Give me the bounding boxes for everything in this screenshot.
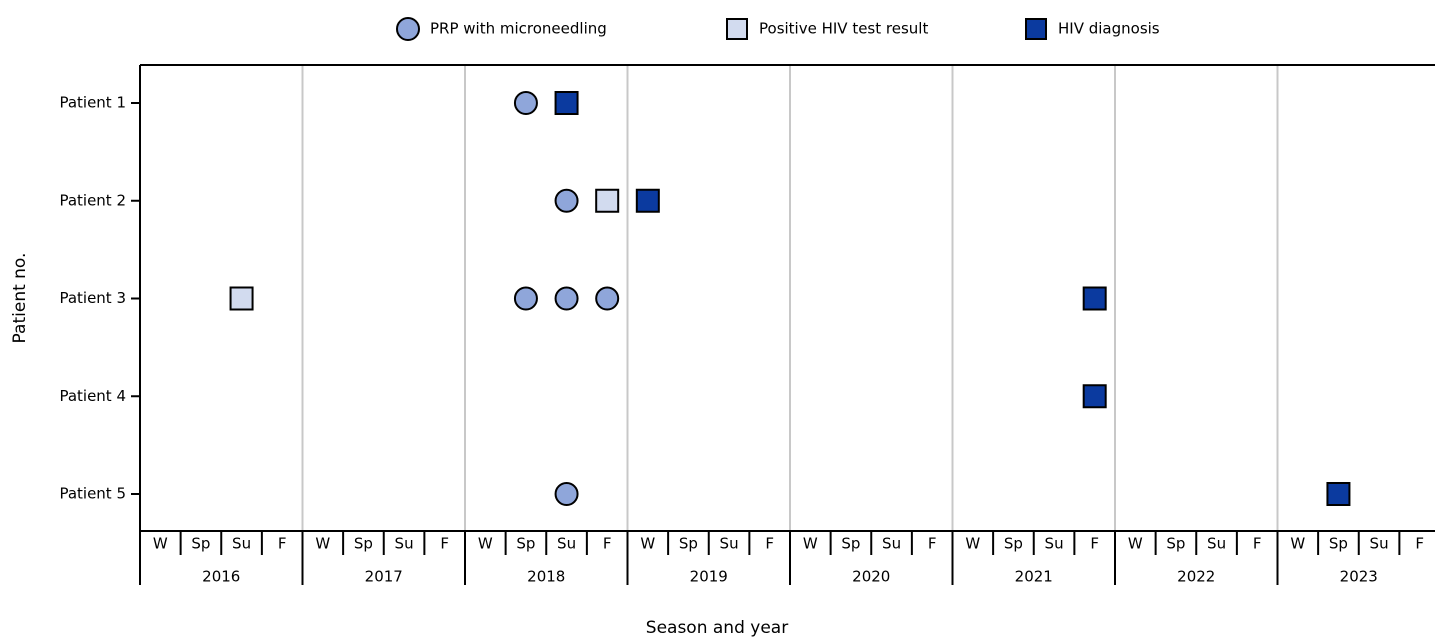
year-label: 2023 <box>1340 568 1378 586</box>
y-axis-title: Patient no. <box>10 253 30 344</box>
event-marker <box>513 286 538 311</box>
season-label: Sp <box>516 535 535 553</box>
season-label: Su <box>882 535 901 553</box>
season-label: Sp <box>1166 535 1185 553</box>
year-label: 2018 <box>527 568 565 586</box>
season-label: F <box>1415 535 1424 553</box>
event-marker <box>554 286 579 311</box>
event-marker <box>635 188 660 213</box>
season-label: W <box>478 535 493 553</box>
season-label: F <box>278 535 287 553</box>
event-marker <box>554 188 579 213</box>
season-label: W <box>153 535 168 553</box>
year-label: 2021 <box>1015 568 1053 586</box>
season-label: Sp <box>354 535 373 553</box>
legend-swatch <box>1025 18 1047 40</box>
season-label: F <box>1090 535 1099 553</box>
year-label: 2016 <box>202 568 240 586</box>
event-marker <box>513 91 538 115</box>
season-label: Su <box>1045 535 1064 553</box>
season-label: F <box>928 535 937 553</box>
season-label: W <box>803 535 818 553</box>
legend-swatch <box>396 17 420 41</box>
season-label: F <box>1253 535 1262 553</box>
season-label: Sp <box>191 535 210 553</box>
legend-label: HIV diagnosis <box>1058 20 1160 38</box>
event-marker <box>1082 384 1107 409</box>
season-label: Sp <box>841 535 860 553</box>
x-axis-title: Season and year <box>646 618 788 638</box>
event-marker <box>1082 286 1107 311</box>
event-marker <box>229 286 254 311</box>
season-label: Su <box>1370 535 1389 553</box>
event-marker <box>595 188 620 213</box>
season-label: F <box>440 535 449 553</box>
season-label: Su <box>557 535 576 553</box>
season-label: Su <box>1207 535 1226 553</box>
season-label: W <box>965 535 980 553</box>
y-tick-label: Patient 5 <box>59 485 126 503</box>
year-label: 2022 <box>1177 568 1215 586</box>
y-tick-label: Patient 4 <box>59 387 126 405</box>
season-label: W <box>640 535 655 553</box>
y-tick-label: Patient 1 <box>59 94 126 112</box>
season-label: Su <box>720 535 739 553</box>
season-label: F <box>765 535 774 553</box>
season-label: W <box>1128 535 1143 553</box>
year-label: 2019 <box>690 568 728 586</box>
season-label: Su <box>395 535 414 553</box>
event-marker <box>595 286 620 311</box>
season-label: Sp <box>1004 535 1023 553</box>
season-label: W <box>1290 535 1305 553</box>
year-label: 2020 <box>852 568 890 586</box>
year-label: 2017 <box>365 568 403 586</box>
season-label: Su <box>232 535 251 553</box>
event-marker <box>554 482 579 506</box>
y-tick-label: Patient 3 <box>59 289 126 307</box>
season-label: W <box>315 535 330 553</box>
season-label: Sp <box>1329 535 1348 553</box>
season-label: Sp <box>679 535 698 553</box>
y-tick-label: Patient 2 <box>59 191 126 209</box>
season-label: F <box>603 535 612 553</box>
legend-label: PRP with microneedling <box>430 20 607 38</box>
event-marker <box>554 91 579 115</box>
legend-swatch <box>726 18 748 40</box>
legend-label: Positive HIV test result <box>759 20 928 38</box>
event-marker <box>1326 482 1351 506</box>
